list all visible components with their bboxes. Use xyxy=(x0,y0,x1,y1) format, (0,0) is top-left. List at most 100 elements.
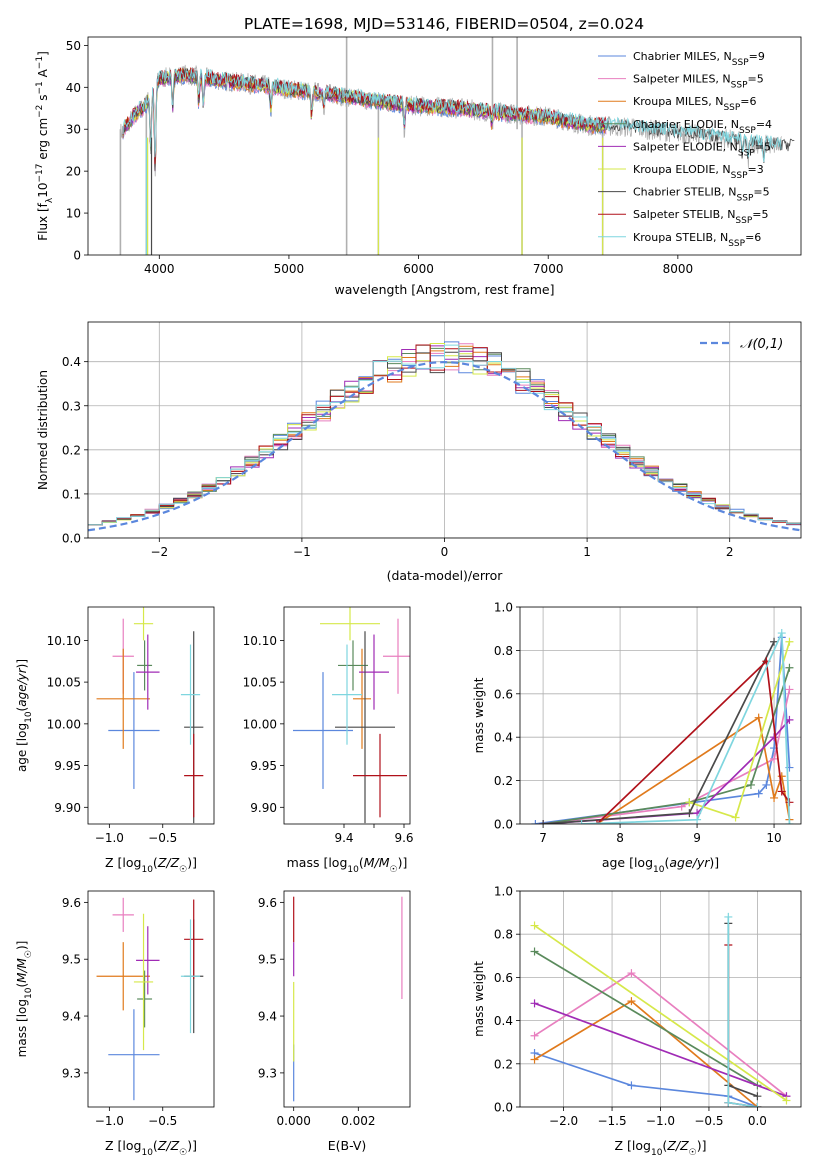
errorbar-0 xyxy=(108,672,160,789)
errorbar-2 xyxy=(353,648,371,749)
errorbar-0 xyxy=(293,672,353,789)
errorbar-7 xyxy=(353,733,407,818)
errorbar-2 xyxy=(96,648,150,749)
x-tick-label: −2 xyxy=(150,545,168,559)
x-axis-label: (data-model)/error xyxy=(387,568,504,583)
weight-marker xyxy=(785,685,794,694)
weight-marker xyxy=(770,793,779,802)
x-tick-label: −0.5 xyxy=(694,1114,723,1128)
weight-marker xyxy=(785,820,794,824)
weight-marker xyxy=(627,997,636,1006)
y-tick-label: 0.3 xyxy=(62,399,81,413)
axes-mass-vs-EBV: 0.000 0.002 9.3 9.4 9.5 9.6 E(B-V) xyxy=(258,890,411,1153)
plot-area xyxy=(520,891,801,1107)
weight-marker xyxy=(530,999,539,1008)
weight-marker xyxy=(530,947,539,956)
weight-line-8 xyxy=(727,916,758,1107)
weight-line-4 xyxy=(534,1002,787,1097)
weight-marker xyxy=(785,715,794,724)
weight-marker xyxy=(785,637,794,646)
legend-entry-0: Chabrier MILES, NSSP=9 xyxy=(633,50,765,68)
weight-marker xyxy=(753,1092,762,1101)
legend-entry-3: Chabrier ELODIE, NSSP=4 xyxy=(633,118,772,136)
x-tick-label: 10 xyxy=(766,831,781,845)
y-tick-label: 0.8 xyxy=(494,644,513,658)
y-tick-label: 0.4 xyxy=(62,355,81,369)
weight-marker xyxy=(724,1098,733,1107)
y-tick-label: 0.6 xyxy=(494,687,513,701)
weight-marker xyxy=(731,813,740,822)
x-tick-label: 7 xyxy=(539,831,547,845)
legend-entry-4: Salpeter ELODIE, NSSP=5 xyxy=(633,140,771,158)
x-tick-label: 6000 xyxy=(403,262,434,276)
axes-frame xyxy=(519,606,802,825)
errorbar-0 xyxy=(108,1009,160,1101)
y-tick-label: 9.4 xyxy=(62,1010,81,1024)
weight-marker xyxy=(577,820,586,824)
y-tick-label: 9.95 xyxy=(250,759,277,773)
errorbar-5 xyxy=(133,913,154,1051)
y-axis-label: Normed distribution xyxy=(36,370,50,490)
axes-weight-vs-Z: −2.0 −1.5 −1.0 −0.5 0.0 0.0 0.2 0.4 0.6 0.8 1.0 Z [… xyxy=(472,885,802,1158)
weight-marker xyxy=(777,787,786,796)
residual-histogram-8 xyxy=(88,344,801,526)
y-tick-label: 0.2 xyxy=(494,1057,513,1071)
y-axis-label: mass weight xyxy=(472,961,486,1037)
axes-age-vs-mass: 9.4 9.6 9.90 9.95 10.00 10.05 10.10 mass [log10… xyxy=(243,606,414,875)
axes-frame xyxy=(87,606,215,825)
weight-marker xyxy=(530,921,539,930)
y-tick-label: 10.05 xyxy=(243,676,277,690)
y-tick-label: 9.90 xyxy=(250,801,277,815)
weight-marker xyxy=(777,772,786,781)
x-tick-label: −1.0 xyxy=(646,1114,675,1128)
x-tick-label: 8000 xyxy=(663,262,694,276)
y-tick-label: 9.4 xyxy=(258,1010,277,1024)
y-tick-label: 50 xyxy=(66,39,81,53)
weight-marker xyxy=(530,1055,539,1064)
legend-entry-2: Kroupa MILES, NSSP=6 xyxy=(633,95,757,113)
errorbar-6 xyxy=(335,631,395,824)
model-spectrum-8 xyxy=(122,68,782,163)
errorbar-8 xyxy=(180,644,201,745)
weight-marker xyxy=(770,733,779,742)
legend-entry-5: Kroupa ELODIE, NSSP=3 xyxy=(633,163,764,181)
legend-entry: 𝒩(0,1) xyxy=(740,337,783,352)
x-tick-label: 4000 xyxy=(144,262,175,276)
weight-marker xyxy=(753,1103,762,1107)
y-axis-label: age [log10(age/yr)] xyxy=(15,659,34,772)
y-tick-label: 10.10 xyxy=(47,634,81,648)
y-tick-label: 20 xyxy=(66,165,81,179)
plot-area xyxy=(88,322,801,538)
weight-line-5 xyxy=(534,924,787,1102)
x-axis-label: Z [log10(Z/Z☉)] xyxy=(615,1138,707,1158)
x-axis-label: age [log10(age/yr)] xyxy=(602,855,719,875)
legend-entry-1: Salpeter MILES, NSSP=5 xyxy=(633,73,764,91)
errorbar-3 xyxy=(137,970,153,1028)
weight-line-7 xyxy=(596,659,791,824)
y-tick-label: 0.8 xyxy=(494,928,513,942)
x-axis-label: mass [log10(M/M☉)] xyxy=(287,855,408,875)
weight-marker xyxy=(754,713,763,722)
y-tick-label: 0.6 xyxy=(494,971,513,985)
weight-line-3 xyxy=(534,950,758,1087)
x-tick-label: 0.002 xyxy=(341,1114,375,1128)
y-tick-label: 0.0 xyxy=(494,1101,513,1115)
x-tick-label: 5000 xyxy=(274,262,305,276)
axes-age-vs-Z: −1.0 −0.5 9.90 9.95 10.00 10.05 10.10 Z [log10(… xyxy=(15,606,215,875)
y-tick-label: 0.0 xyxy=(494,818,513,832)
axes-mass-vs-Z: −1.0 −0.5 9.3 9.4 9.5 9.6 Z [log10(Z/Z☉)] mass … xyxy=(15,890,215,1158)
weight-marker xyxy=(685,809,694,818)
weight-line-0 xyxy=(535,637,791,824)
y-tick-label: 9.6 xyxy=(62,896,81,910)
x-tick-label: −2.0 xyxy=(549,1114,578,1128)
weight-line-2 xyxy=(534,1000,758,1107)
errorbar-1 xyxy=(383,618,410,694)
weight-marker xyxy=(530,1031,539,1040)
errorbar-5 xyxy=(133,607,154,641)
x-tick-label: 2 xyxy=(726,545,734,559)
weight-marker xyxy=(627,1081,636,1090)
y-axis-label: mass [log10(M/M☉)] xyxy=(15,941,34,1058)
y-tick-label: 0.1 xyxy=(62,487,81,501)
x-tick-label: 0.0 xyxy=(748,1114,767,1128)
